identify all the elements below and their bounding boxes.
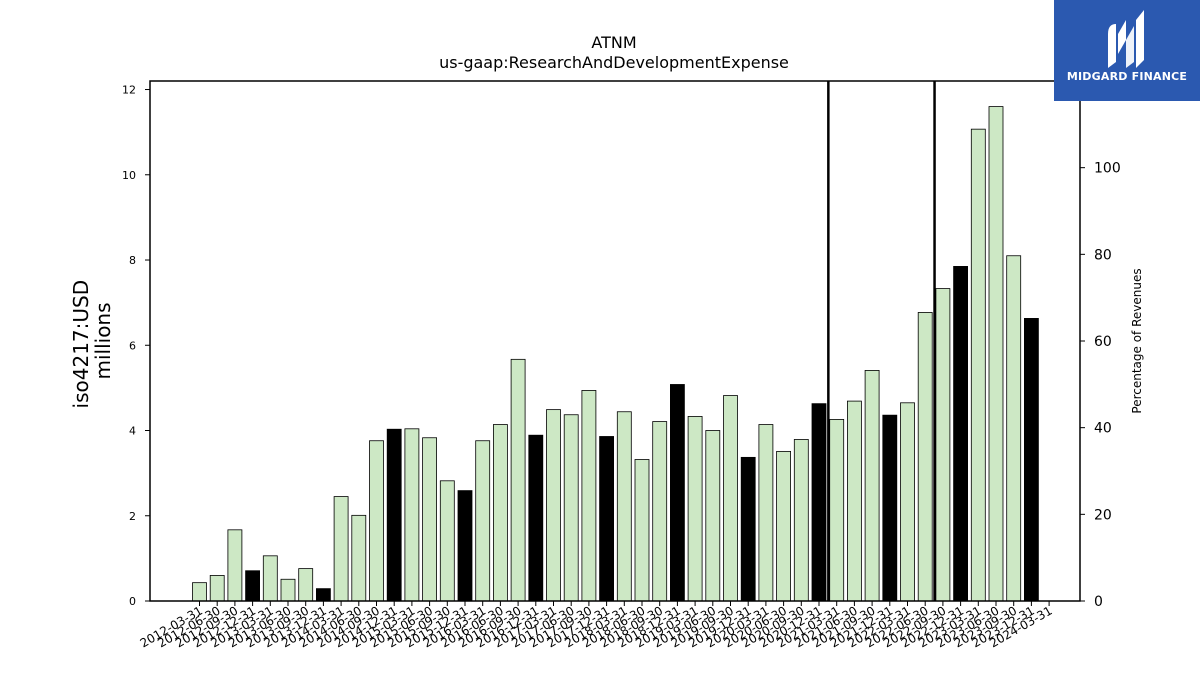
y2-tick-label: 100 bbox=[1094, 161, 1121, 177]
bar-2012-09-30 bbox=[227, 529, 243, 602]
chart-title: ATNM bbox=[591, 33, 636, 52]
bar-2021-06-30 bbox=[847, 400, 862, 602]
bar-2014-06-30 bbox=[351, 514, 367, 602]
bar-2013-06-30 bbox=[280, 578, 296, 602]
bar-2012-06-30 bbox=[209, 575, 225, 602]
bar-2016-09-30 bbox=[510, 358, 526, 602]
y2-tick-label: 80 bbox=[1094, 247, 1112, 263]
bar-2020-09-30 bbox=[793, 439, 809, 602]
bar-2020-06-30 bbox=[776, 450, 791, 602]
bar-2017-03-31 bbox=[546, 409, 561, 602]
bar-2017-12-31 bbox=[599, 436, 614, 602]
bar-2023-09-30 bbox=[1006, 255, 1022, 602]
y-tick-label: 4 bbox=[129, 425, 136, 438]
midgard-m-icon bbox=[1108, 10, 1144, 68]
chart-subtitle: us-gaap:ResearchAndDevelopmentExpense bbox=[439, 53, 789, 72]
logo-text: MIDGARD FINANCE bbox=[1066, 70, 1188, 83]
bars-group bbox=[192, 106, 1039, 602]
bar-2021-03-31 bbox=[829, 419, 845, 602]
bar-2021-09-30 bbox=[864, 370, 880, 602]
bar-2022-12-31 bbox=[953, 266, 968, 602]
bar-2022-03-31 bbox=[900, 402, 915, 602]
bar-2012-03-31 bbox=[192, 582, 207, 602]
y2-tick-label: 40 bbox=[1094, 421, 1112, 437]
bar-2014-09-30 bbox=[369, 440, 384, 602]
y-tick-label: 8 bbox=[129, 254, 136, 267]
y2-tick-label: 60 bbox=[1094, 334, 1112, 350]
bar-2013-12-31 bbox=[315, 588, 331, 602]
y-tick-label: 6 bbox=[129, 339, 136, 352]
bar-2018-03-31 bbox=[616, 411, 632, 602]
y-axis-ticks: 0 2 4 6 8 10 12 bbox=[122, 84, 150, 608]
bar-2017-09-30 bbox=[581, 390, 597, 602]
bar-2015-12-31 bbox=[457, 490, 473, 602]
bar-2016-03-31 bbox=[475, 440, 491, 602]
bar-2013-09-30 bbox=[298, 568, 314, 602]
bar-2019-06-30 bbox=[705, 430, 721, 602]
bar-2019-03-31 bbox=[687, 416, 703, 602]
vertical-lines bbox=[827, 81, 936, 601]
bar-2020-03-31 bbox=[758, 424, 774, 602]
bar-2015-06-30 bbox=[422, 437, 438, 602]
bar-2022-09-30 bbox=[935, 288, 951, 602]
y2-tick-label: 0 bbox=[1094, 594, 1103, 610]
bar-2022-06-30 bbox=[917, 312, 933, 602]
y2-axis-ticks: 0 20 40 60 80 100 bbox=[1080, 161, 1121, 610]
bar-2018-06-30 bbox=[634, 459, 650, 602]
bar-2013-03-31 bbox=[262, 555, 278, 602]
bar-2018-09-30 bbox=[652, 421, 668, 602]
bar-2018-12-31 bbox=[670, 384, 685, 602]
y-axis-label: iso4217:USD millions bbox=[69, 274, 115, 409]
bar-2016-12-31 bbox=[528, 434, 544, 602]
x-axis-ticks: 2012-03-312012-06-302012-09-302012-12-31… bbox=[138, 601, 1055, 650]
bar-2019-12-31 bbox=[740, 456, 756, 602]
bar-2014-03-31 bbox=[333, 496, 349, 602]
bar-2014-12-31 bbox=[386, 428, 402, 602]
midgard-finance-logo: MIDGARD FINANCE bbox=[1054, 0, 1200, 101]
bar-2017-06-30 bbox=[563, 414, 579, 602]
bar-2015-03-31 bbox=[404, 428, 420, 602]
y-tick-label: 10 bbox=[122, 169, 136, 182]
bar-2015-09-30 bbox=[439, 480, 455, 602]
bar-2023-12-31 bbox=[1024, 318, 1039, 602]
y-tick-label: 12 bbox=[122, 84, 136, 97]
bar-2012-12-31 bbox=[245, 570, 261, 602]
y-tick-label: 2 bbox=[129, 510, 136, 523]
y-tick-label: 0 bbox=[129, 595, 136, 608]
bar-2021-12-31 bbox=[882, 414, 898, 602]
bar-2023-03-31 bbox=[970, 128, 986, 602]
bar-2019-09-30 bbox=[723, 395, 738, 602]
bar-2023-06-30 bbox=[988, 106, 1004, 602]
y2-axis-label: Percentage of Revenues bbox=[1130, 268, 1144, 413]
y2-tick-label: 20 bbox=[1094, 507, 1112, 523]
bar-2020-12-31 bbox=[811, 403, 827, 602]
bar-2016-06-30 bbox=[492, 424, 508, 602]
